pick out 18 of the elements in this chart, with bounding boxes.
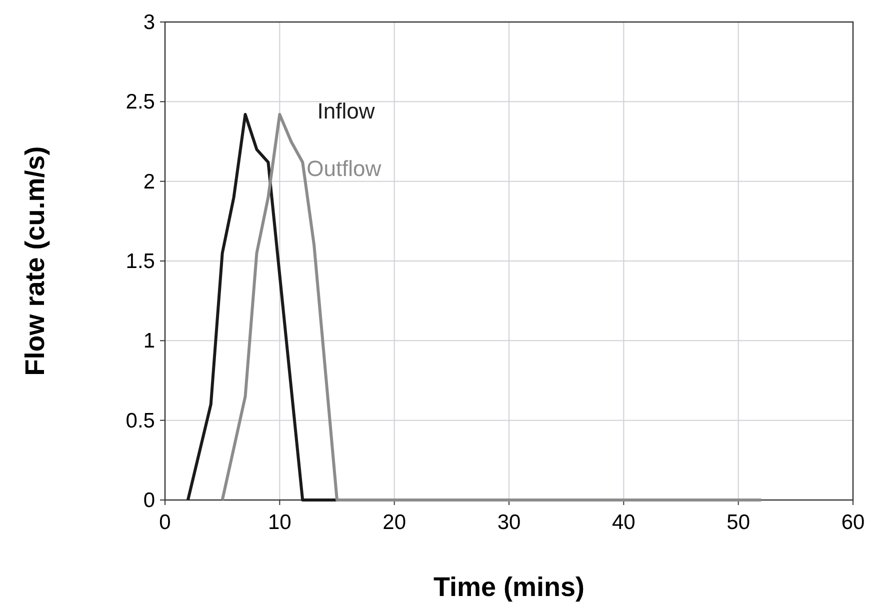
x-tick-label: 30 — [497, 511, 521, 534]
x-axis-title: Time (mins) — [433, 572, 585, 602]
y-tick-label: 1.5 — [126, 250, 155, 273]
y-tick-label: 1 — [143, 330, 155, 353]
y-axis-title: Flow rate (cu.m/s) — [20, 146, 50, 376]
y-tick-label: 0.5 — [126, 409, 155, 432]
y-tick-label: 3 — [143, 11, 155, 34]
x-tick-label: 10 — [268, 511, 292, 534]
y-tick-label: 2 — [143, 170, 155, 194]
x-tick-label: 40 — [612, 511, 636, 534]
text: Inflow — [317, 98, 375, 124]
y-tick-label: 2.5 — [126, 90, 155, 114]
series-label: Outflow — [306, 156, 382, 182]
x-tick-label: 20 — [382, 511, 406, 534]
y-tick-label: 0 — [143, 489, 155, 512]
x-tick-label: 50 — [726, 511, 750, 534]
x-tick-label: 60 — [841, 511, 865, 534]
x-tick-label: 0 — [159, 511, 171, 534]
